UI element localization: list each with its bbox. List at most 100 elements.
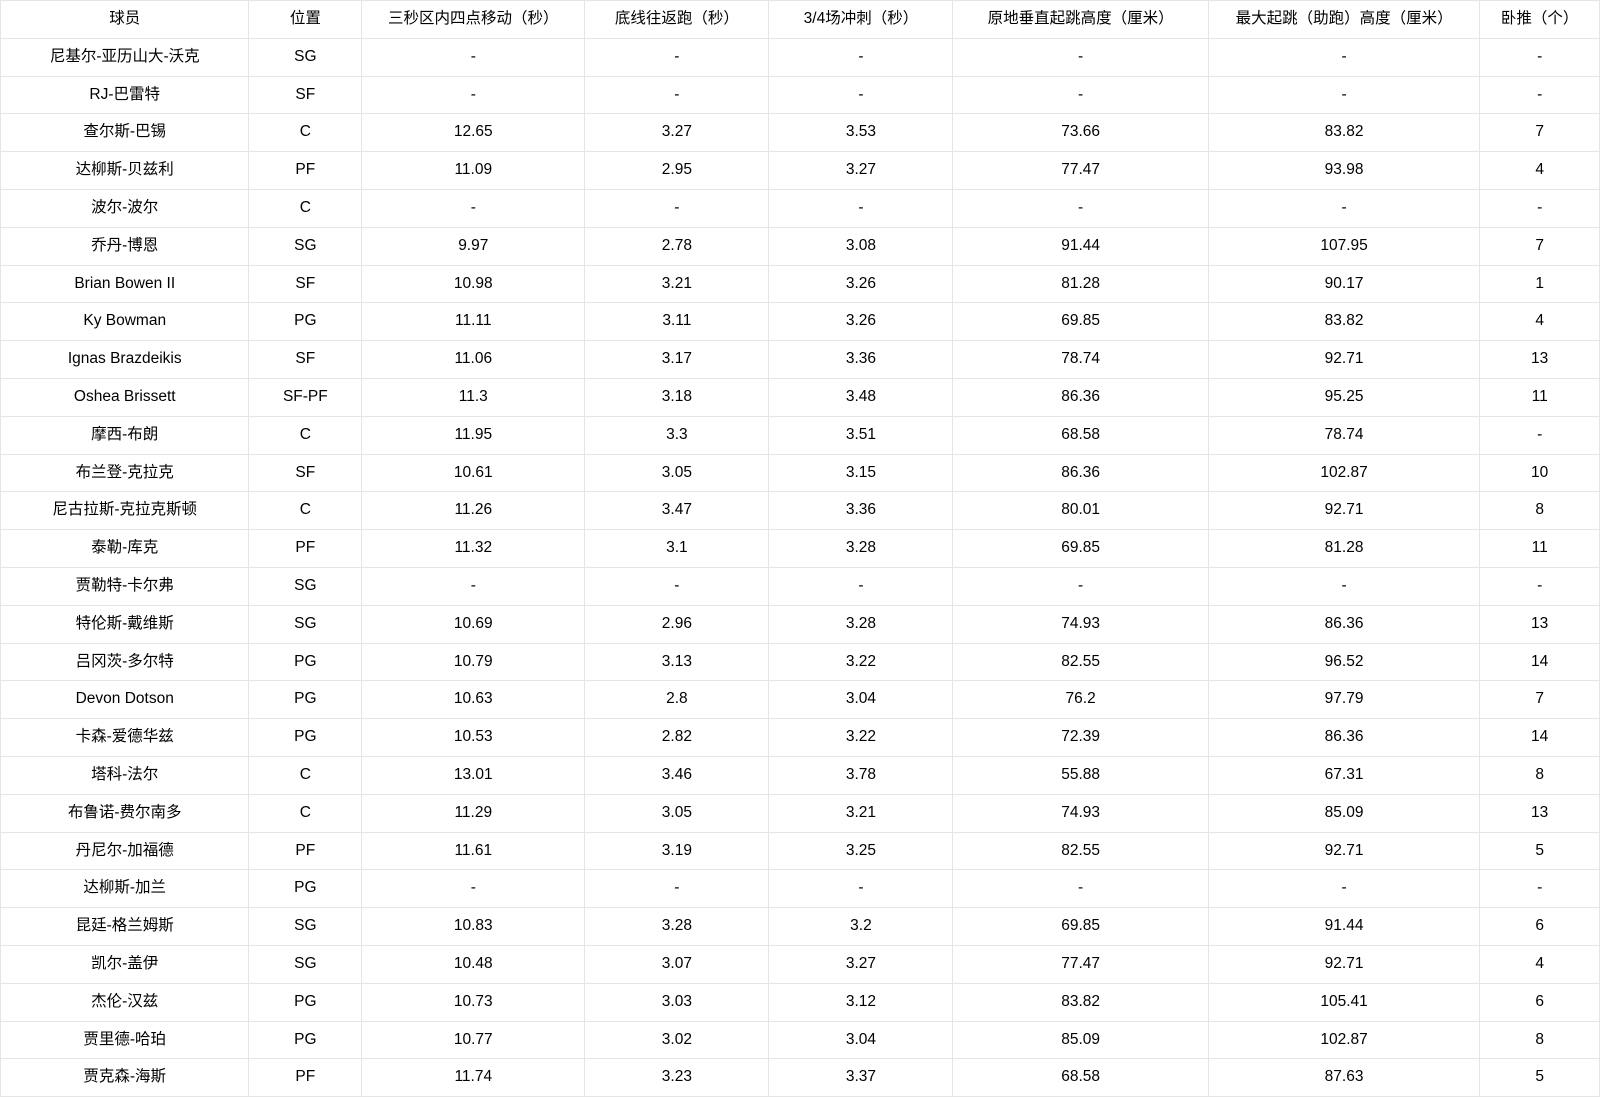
data-cell: 8 — [1480, 1021, 1600, 1059]
data-cell: 4 — [1480, 945, 1600, 983]
data-cell: - — [1480, 38, 1600, 76]
player-name-cell: 尼基尔-亚历山大-沃克 — [1, 38, 249, 76]
data-cell: 3.28 — [585, 908, 769, 946]
data-cell: - — [1208, 38, 1479, 76]
data-cell: 11.06 — [362, 341, 585, 379]
table-row: Ignas BrazdeikisSF11.063.173.3678.7492.7… — [1, 341, 1600, 379]
data-cell: C — [249, 189, 362, 227]
data-cell: - — [1208, 189, 1479, 227]
table-row: 泰勒-库克PF11.323.13.2869.8581.2811 — [1, 530, 1600, 568]
data-cell: C — [249, 492, 362, 530]
data-cell: - — [362, 76, 585, 114]
table-row: 查尔斯-巴锡C12.653.273.5373.6683.827 — [1, 114, 1600, 152]
column-header: 位置 — [249, 1, 362, 39]
data-cell: 3.22 — [769, 719, 953, 757]
player-name-cell: 贾里德-哈珀 — [1, 1021, 249, 1059]
data-cell: 2.95 — [585, 152, 769, 190]
player-name-cell: 昆廷-格兰姆斯 — [1, 908, 249, 946]
data-cell: 3.78 — [769, 756, 953, 794]
data-cell: PG — [249, 303, 362, 341]
data-cell: - — [362, 189, 585, 227]
data-cell: 86.36 — [953, 454, 1208, 492]
player-name-cell: 凯尔-盖伊 — [1, 945, 249, 983]
player-name-cell: 丹尼尔-加福德 — [1, 832, 249, 870]
data-cell: 107.95 — [1208, 227, 1479, 265]
data-cell: SG — [249, 605, 362, 643]
data-cell: 12.65 — [362, 114, 585, 152]
data-cell: 3.26 — [769, 265, 953, 303]
player-name-cell: 杰伦-汉兹 — [1, 983, 249, 1021]
table-row: 贾克森-海斯PF11.743.233.3768.5887.635 — [1, 1059, 1600, 1097]
data-cell: - — [953, 76, 1208, 114]
data-cell: 81.28 — [953, 265, 1208, 303]
data-cell: 3.11 — [585, 303, 769, 341]
data-cell: 74.93 — [953, 794, 1208, 832]
data-cell: - — [1208, 567, 1479, 605]
data-cell: 10.61 — [362, 454, 585, 492]
data-cell: 3.28 — [769, 605, 953, 643]
data-cell: 3.53 — [769, 114, 953, 152]
data-cell: 10.73 — [362, 983, 585, 1021]
player-name-cell: 卡森-爱德华兹 — [1, 719, 249, 757]
data-cell: 97.79 — [1208, 681, 1479, 719]
data-cell: PG — [249, 643, 362, 681]
data-cell: 80.01 — [953, 492, 1208, 530]
data-cell: 14 — [1480, 643, 1600, 681]
data-cell: 10.79 — [362, 643, 585, 681]
player-name-cell: Ky Bowman — [1, 303, 249, 341]
data-cell: C — [249, 756, 362, 794]
data-cell: 6 — [1480, 983, 1600, 1021]
table-row: 杰伦-汉兹PG10.733.033.1283.82105.416 — [1, 983, 1600, 1021]
data-cell: 3.22 — [769, 643, 953, 681]
data-cell: - — [362, 567, 585, 605]
player-combine-table: 球员位置三秒区内四点移动（秒）底线往返跑（秒）3/4场冲刺（秒）原地垂直起跳高度… — [0, 0, 1600, 1097]
data-cell: - — [585, 567, 769, 605]
column-header: 卧推（个） — [1480, 1, 1600, 39]
table-row: 贾勒特-卡尔弗SG------ — [1, 567, 1600, 605]
data-cell: 3.21 — [585, 265, 769, 303]
data-cell: PF — [249, 152, 362, 190]
data-cell: 8 — [1480, 492, 1600, 530]
table-row: 昆廷-格兰姆斯SG10.833.283.269.8591.446 — [1, 908, 1600, 946]
data-cell: 96.52 — [1208, 643, 1479, 681]
data-cell: 5 — [1480, 1059, 1600, 1097]
table-head: 球员位置三秒区内四点移动（秒）底线往返跑（秒）3/4场冲刺（秒）原地垂直起跳高度… — [1, 1, 1600, 39]
player-name-cell: 摩西-布朗 — [1, 416, 249, 454]
player-name-cell: 波尔-波尔 — [1, 189, 249, 227]
data-cell: PG — [249, 1021, 362, 1059]
data-cell: 7 — [1480, 681, 1600, 719]
data-cell: 3.04 — [769, 1021, 953, 1059]
data-cell: - — [1480, 76, 1600, 114]
data-cell: 3.21 — [769, 794, 953, 832]
data-cell: 10.63 — [362, 681, 585, 719]
data-cell: - — [953, 870, 1208, 908]
data-cell: C — [249, 416, 362, 454]
data-cell: 3.13 — [585, 643, 769, 681]
data-cell: 93.98 — [1208, 152, 1479, 190]
data-cell: 68.58 — [953, 1059, 1208, 1097]
data-cell: 69.85 — [953, 908, 1208, 946]
player-name-cell: 乔丹-博恩 — [1, 227, 249, 265]
data-cell: 13 — [1480, 605, 1600, 643]
data-cell: 10.77 — [362, 1021, 585, 1059]
player-name-cell: 贾克森-海斯 — [1, 1059, 249, 1097]
data-cell: - — [362, 870, 585, 908]
player-name-cell: 吕冈茨-多尔特 — [1, 643, 249, 681]
table-row: 尼基尔-亚历山大-沃克SG------ — [1, 38, 1600, 76]
data-cell: PF — [249, 530, 362, 568]
data-cell: - — [1480, 189, 1600, 227]
data-cell: 102.87 — [1208, 1021, 1479, 1059]
data-cell: 69.85 — [953, 530, 1208, 568]
data-cell: 9.97 — [362, 227, 585, 265]
data-cell: 87.63 — [1208, 1059, 1479, 1097]
data-cell: 90.17 — [1208, 265, 1479, 303]
data-cell: 3.15 — [769, 454, 953, 492]
data-cell: 92.71 — [1208, 832, 1479, 870]
data-cell: 86.36 — [1208, 719, 1479, 757]
data-cell: PG — [249, 983, 362, 1021]
data-cell: 77.47 — [953, 152, 1208, 190]
data-cell: 82.55 — [953, 643, 1208, 681]
table-row: 尼古拉斯-克拉克斯顿C11.263.473.3680.0192.718 — [1, 492, 1600, 530]
player-name-cell: Ignas Brazdeikis — [1, 341, 249, 379]
data-cell: 3.03 — [585, 983, 769, 1021]
